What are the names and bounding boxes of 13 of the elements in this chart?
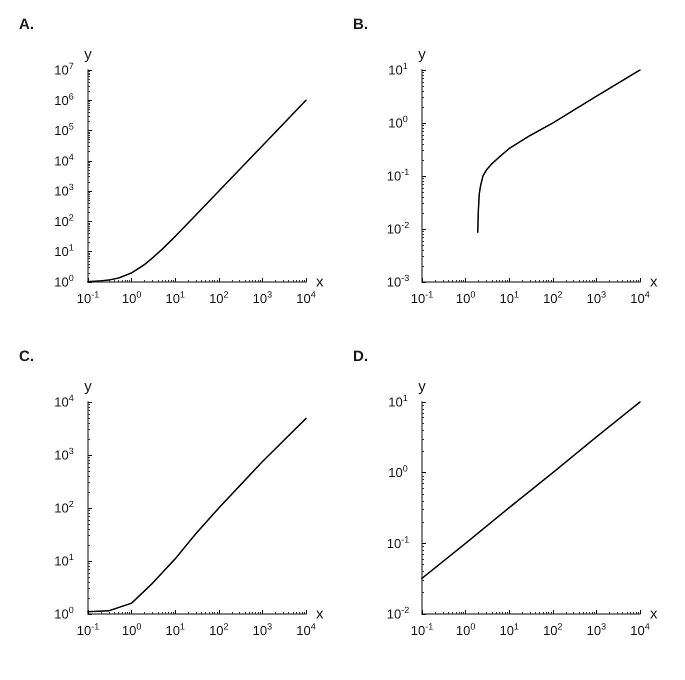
x-axis-title: x [650,606,658,622]
x-axis-title: x [316,274,324,290]
chart-title: A. [19,16,34,33]
y-axis-title: y [418,378,426,395]
y-axis-title: y [84,378,92,395]
chart-title: D. [353,348,368,365]
chart-title: B. [353,16,368,33]
y-axis-title: y [418,46,426,63]
y-axis-title: y [84,46,92,63]
line-series [421,401,641,580]
chart-title: C. [19,348,34,365]
x-axis-title: x [316,606,324,622]
x-axis-title: x [650,274,658,290]
